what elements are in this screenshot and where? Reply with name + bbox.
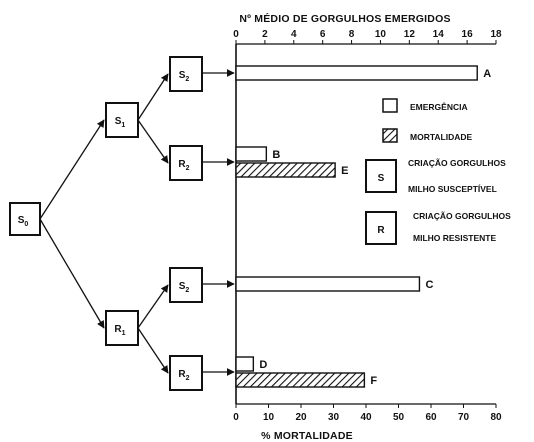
bottom-tick-label: 10 — [263, 412, 275, 423]
tree-arrow — [137, 284, 169, 329]
bottom-tick-label: 0 — [233, 412, 239, 423]
tree-arrow — [39, 119, 105, 220]
scheme-tree: S0 S1 R1 S2 R2 S2 R2 — [9, 56, 235, 391]
emergence-bar — [235, 356, 255, 372]
bottom-tick-label: 80 — [490, 412, 502, 423]
top-tick-label: 4 — [291, 29, 297, 40]
tree-node-label: R1 — [114, 324, 125, 337]
legend-label: MILHO RESISTENTE — [413, 233, 496, 243]
bar-label: B — [272, 149, 280, 161]
top-tick-label: 0 — [233, 29, 239, 40]
legend-hatched-swatch — [382, 128, 398, 143]
emergence-bar — [235, 65, 478, 81]
legend-label: MILHO SUSCEPTÍVEL — [408, 184, 497, 194]
top-tick-label: 2 — [262, 29, 268, 40]
bottom-axis-title: % MORTALIDADE — [261, 430, 353, 442]
bar-label: C — [425, 279, 433, 291]
legend-label: MORTALIDADE — [410, 132, 472, 142]
tree-node-box — [169, 355, 203, 391]
tree-arrow — [137, 327, 169, 374]
tree-node-box — [169, 56, 203, 92]
tree-node-box — [105, 310, 139, 346]
top-tick-label: 10 — [375, 29, 387, 40]
bottom-tick-label: 50 — [393, 412, 405, 423]
mortality-bar — [235, 372, 366, 388]
top-tick-label: 18 — [490, 29, 502, 40]
bottom-tick-label: 70 — [458, 412, 470, 423]
tree-arrow — [137, 73, 169, 121]
bar-label: F — [370, 375, 377, 387]
top-tick-label: 6 — [320, 29, 326, 40]
bar-label: E — [341, 165, 348, 177]
top-tick-label: 12 — [404, 29, 416, 40]
bottom-tick-label: 40 — [360, 412, 372, 423]
legend-open-swatch — [382, 98, 398, 113]
legend-s-box — [365, 159, 397, 193]
bar-label: A — [483, 68, 491, 80]
bottom-tick-label: 20 — [295, 412, 307, 423]
tree-node-box — [105, 102, 139, 138]
tree-node-box — [169, 145, 203, 181]
axes: 0 2 4 6 8 10 12 14 16 18 0 10 20 30 40 50 60 70 80 — [233, 29, 502, 423]
legend-label: CRIAÇÃO GORGULHOS — [408, 158, 506, 168]
tree-node-label: R2 — [178, 369, 189, 382]
mortality-bar — [235, 162, 336, 178]
legend-s-letter: S — [378, 173, 385, 184]
legend-label: CRIAÇÃO GORGULHOS — [413, 211, 511, 221]
top-axis-title: Nº MÉDIO DE GORGULHOS EMERGIDOS — [239, 12, 450, 25]
tree-node-box — [9, 202, 41, 236]
tree-arrow — [137, 119, 169, 164]
top-tick-label: 8 — [349, 29, 355, 40]
legend-label: EMERGÊNCIA — [410, 101, 468, 112]
bars: A B E C D F — [235, 65, 491, 388]
top-tick-label: 16 — [462, 29, 474, 40]
top-tick-label: 14 — [433, 29, 445, 40]
bottom-tick-label: 30 — [328, 412, 340, 423]
tree-node-box — [169, 267, 203, 303]
tree-node-label: S0 — [18, 215, 29, 228]
tree-node-label: S2 — [179, 281, 190, 294]
legend-r-box — [365, 211, 397, 245]
legend: EMERGÊNCIA MORTALIDADE S CRIAÇÃO GORGULHOS M… — [365, 98, 511, 245]
bottom-tick-label: 60 — [425, 412, 437, 423]
tree-node-label: R2 — [178, 159, 189, 172]
tree-node-label: S1 — [115, 116, 126, 129]
emergence-bar — [235, 276, 421, 292]
legend-r-letter: R — [377, 225, 385, 236]
emergence-bar — [235, 146, 268, 162]
tree-arrow — [39, 218, 105, 329]
bar-label: D — [259, 359, 267, 371]
tree-node-label: S2 — [179, 70, 190, 83]
